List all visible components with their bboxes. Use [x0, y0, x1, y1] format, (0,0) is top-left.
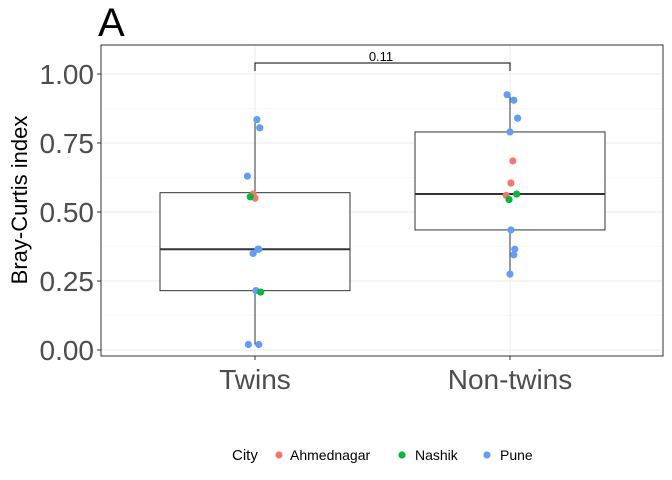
comparison-line	[254, 62, 511, 71]
legend-title: City	[232, 447, 258, 464]
legend-label: Ahmednagar	[290, 447, 371, 463]
y-tick-label: 1.00	[40, 59, 95, 90]
data-point	[244, 340, 252, 349]
y-axis-label: Bray-Curtis index	[7, 116, 32, 285]
x-axis: Twins Non-twins	[219, 356, 572, 395]
legend-label: Nashik	[415, 447, 459, 463]
data-point	[249, 249, 257, 257]
legend-key	[483, 451, 491, 459]
data-point	[255, 245, 263, 253]
boxes	[159, 94, 606, 345]
y-tick-label: 0.75	[40, 128, 95, 159]
data-point	[505, 195, 513, 204]
comparison-bracket: 0.11	[254, 49, 511, 71]
panel-border	[100, 44, 664, 357]
data-point	[506, 270, 514, 278]
data-point	[503, 91, 511, 99]
y-tick-label: 0.00	[40, 335, 95, 366]
data-point	[246, 193, 254, 201]
data-point	[257, 288, 265, 296]
data-point	[256, 124, 264, 132]
points	[243, 91, 522, 349]
x-tick-label: Non-twins	[448, 364, 572, 395]
data-point	[510, 251, 518, 259]
box	[159, 192, 351, 292]
legend-key	[398, 451, 406, 459]
data-point	[510, 96, 518, 104]
data-point	[507, 179, 515, 187]
data-point	[509, 157, 517, 165]
y-tick-label: 0.50	[40, 197, 95, 228]
data-point	[513, 190, 521, 198]
panel-letter: A	[98, 1, 125, 45]
x-tick-label: Twins	[219, 364, 291, 395]
y-tick-label: 0.25	[40, 266, 95, 297]
comparison-label: 0.11	[369, 49, 393, 64]
legend-key	[275, 451, 283, 459]
data-point	[243, 172, 251, 180]
data-point	[514, 114, 522, 122]
data-point	[511, 245, 519, 253]
data-point	[506, 128, 514, 136]
data-point	[507, 226, 515, 234]
data-point	[253, 115, 261, 124]
legend-label: Pune	[500, 447, 533, 463]
y-axis: 0.00 0.25 0.50 0.75 1.00	[40, 59, 101, 366]
data-point	[255, 340, 263, 349]
legend: City Ahmednagar Nashik Pune	[232, 447, 533, 464]
